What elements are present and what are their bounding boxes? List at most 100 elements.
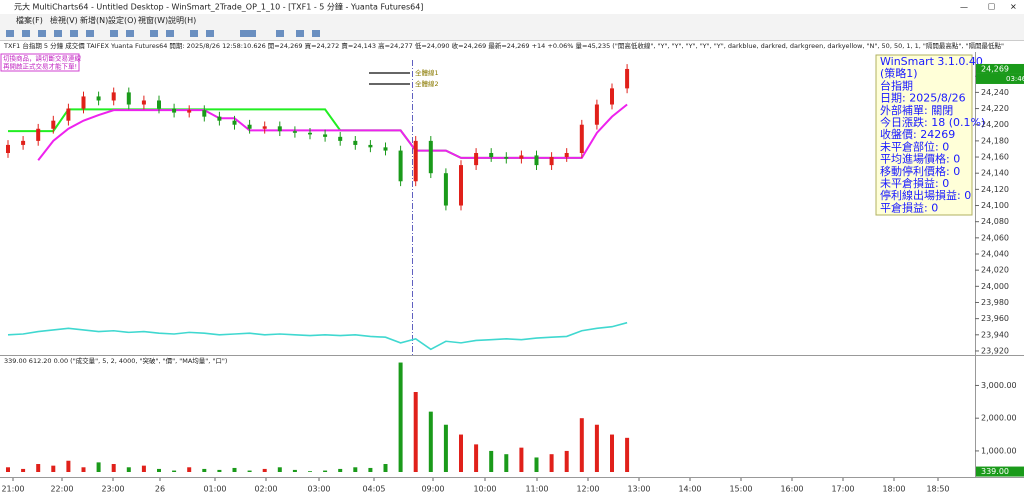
time-label: 14:00 bbox=[678, 485, 701, 494]
volume-bar bbox=[157, 468, 161, 472]
volume-bar bbox=[172, 470, 177, 472]
candle-body bbox=[579, 124, 584, 153]
candle-body bbox=[610, 88, 614, 105]
info-line: WinSmart 3.1.0.40 bbox=[880, 55, 983, 68]
candle-body bbox=[187, 110, 192, 113]
icon[interactable] bbox=[276, 30, 284, 37]
candle-body bbox=[232, 120, 237, 125]
time-label: 16:00 bbox=[780, 485, 803, 494]
icon[interactable] bbox=[150, 30, 158, 37]
volume-bar bbox=[141, 465, 146, 472]
title-bar bbox=[0, 0, 1024, 14]
volume-bar bbox=[534, 457, 539, 472]
icon[interactable] bbox=[166, 30, 174, 37]
volume-bar bbox=[594, 424, 599, 472]
volume-bar bbox=[187, 467, 192, 472]
last-volume-box bbox=[976, 466, 1024, 477]
candle-body bbox=[353, 140, 358, 145]
time-label: 23:00 bbox=[101, 485, 124, 494]
volume-bar bbox=[232, 467, 237, 472]
price-pane bbox=[0, 52, 975, 355]
time-label: 13:00 bbox=[627, 485, 650, 494]
info-line: 平均進場價格: 0 bbox=[880, 152, 960, 166]
candle-body bbox=[21, 140, 26, 145]
volume-bar bbox=[202, 468, 207, 472]
volume-bar bbox=[323, 470, 328, 472]
candle-body bbox=[277, 126, 282, 132]
y-tick-label: 24,020 bbox=[981, 266, 1009, 275]
candle-body bbox=[51, 120, 56, 129]
icon[interactable] bbox=[70, 30, 78, 37]
volume-bar bbox=[262, 468, 267, 472]
candle-body bbox=[383, 147, 388, 151]
candle-body bbox=[519, 155, 524, 159]
notice: 再開啟正式交易才能下單! bbox=[3, 62, 77, 71]
candle-body bbox=[398, 150, 403, 182]
indicator-line bbox=[7, 321, 628, 351]
candle-body bbox=[6, 144, 10, 153]
icon[interactable] bbox=[190, 30, 198, 37]
y-tick-label: 23,940 bbox=[981, 330, 1009, 339]
candle-body bbox=[625, 68, 630, 89]
icon[interactable] bbox=[38, 30, 46, 37]
y-tick-label: 24,140 bbox=[981, 169, 1009, 178]
candle-body bbox=[247, 124, 252, 129]
indicator-line bbox=[37, 103, 628, 161]
volume-bar bbox=[489, 450, 494, 472]
volume-bar bbox=[308, 471, 312, 472]
volume-bar bbox=[549, 454, 554, 472]
notice-box bbox=[0, 53, 80, 72]
maximize[interactable]: ☐ bbox=[988, 3, 995, 12]
info-line: 平倉損益: 0 bbox=[880, 200, 938, 214]
y-tick-label: 24,240 bbox=[981, 88, 1009, 97]
last-volume: 339.00 bbox=[981, 467, 1009, 476]
volume-bar bbox=[474, 444, 479, 472]
candle-body bbox=[459, 165, 463, 206]
minimize[interactable]: — bbox=[960, 3, 968, 12]
volume-bar bbox=[398, 362, 403, 472]
icon[interactable] bbox=[240, 30, 256, 37]
candle-body bbox=[323, 134, 328, 137]
icon[interactable] bbox=[296, 30, 304, 37]
y-tick-label: 23,960 bbox=[981, 314, 1009, 323]
icon[interactable] bbox=[312, 30, 320, 37]
info-line: 未平倉部位: 0 bbox=[880, 139, 949, 153]
icon[interactable] bbox=[22, 30, 30, 37]
volume-bar bbox=[368, 467, 373, 472]
candle-body bbox=[81, 96, 86, 109]
volume-bar bbox=[564, 450, 569, 472]
icon[interactable] bbox=[54, 30, 62, 37]
volume-bar bbox=[428, 411, 433, 472]
icon[interactable] bbox=[110, 30, 118, 37]
candle-body bbox=[157, 100, 161, 109]
candle-body bbox=[443, 173, 448, 206]
menu-item[interactable]: 視窗(W) bbox=[138, 15, 168, 25]
close[interactable]: ✕ bbox=[1010, 3, 1017, 12]
time-label: 10:00 bbox=[473, 485, 496, 494]
info-line: 今日漲跌: 18 (0.1%) bbox=[880, 115, 985, 129]
candle-body bbox=[534, 155, 539, 166]
icon[interactable] bbox=[6, 30, 14, 37]
volume-bar bbox=[21, 468, 26, 472]
time-label: 17:00 bbox=[831, 485, 854, 494]
menu-item[interactable]: 設定(O) bbox=[108, 15, 137, 25]
volume-bar bbox=[413, 392, 418, 472]
y-tick-label: 24,080 bbox=[981, 217, 1009, 226]
y-tick-label: 24,180 bbox=[981, 136, 1009, 145]
candle-body bbox=[413, 140, 418, 182]
y-tick-label: 24,040 bbox=[981, 250, 1009, 259]
time-label: 11:00 bbox=[525, 485, 548, 494]
icon[interactable] bbox=[86, 30, 94, 37]
icon[interactable] bbox=[206, 30, 214, 37]
menu-item[interactable]: 檢視(V) bbox=[50, 15, 78, 25]
menu-item[interactable]: 說明(H) bbox=[168, 15, 196, 25]
volume-bar bbox=[66, 460, 71, 472]
menu-item[interactable]: 檔案(F) bbox=[16, 15, 43, 25]
time-label: 02:00 bbox=[254, 485, 277, 494]
info-line: 日期: 2025/8/26 bbox=[880, 92, 966, 105]
menu-item[interactable]: 新增(N) bbox=[80, 15, 108, 25]
time-label: 09:00 bbox=[421, 485, 444, 494]
volume-bar bbox=[353, 467, 358, 472]
icon[interactable] bbox=[126, 30, 134, 37]
